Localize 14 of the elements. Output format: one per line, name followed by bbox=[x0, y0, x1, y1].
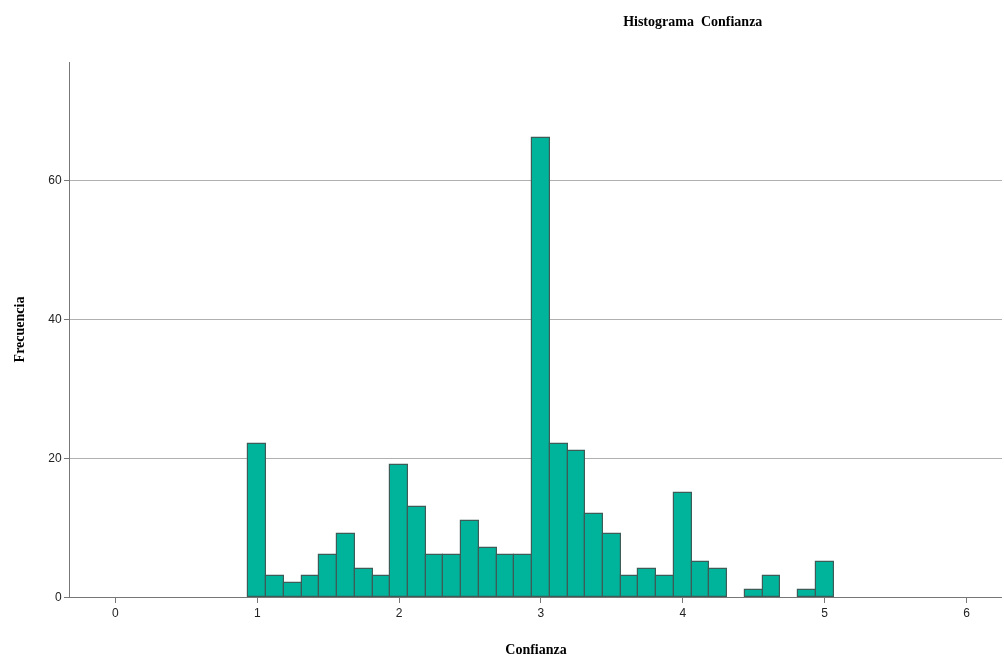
x-axis-title: Confianza bbox=[505, 642, 567, 657]
y-tick-label: 60 bbox=[48, 173, 62, 188]
y-axis-title: Frecuencia bbox=[11, 296, 27, 363]
x-tick-label: 2 bbox=[395, 606, 403, 621]
x-tick-label: 0 bbox=[112, 606, 120, 621]
y-tick-label: 40 bbox=[48, 312, 62, 327]
x-tick-label: 6 bbox=[963, 606, 971, 621]
chart-title: Histograma Confianza bbox=[623, 14, 763, 30]
x-tick-label: 1 bbox=[253, 606, 261, 621]
x-tick-label: 5 bbox=[821, 606, 829, 621]
x-tick-label: 3 bbox=[537, 606, 545, 621]
x-tick-label: 4 bbox=[679, 606, 687, 621]
y-tick-label: 20 bbox=[48, 451, 62, 466]
y-tick-label: 0 bbox=[54, 590, 62, 605]
